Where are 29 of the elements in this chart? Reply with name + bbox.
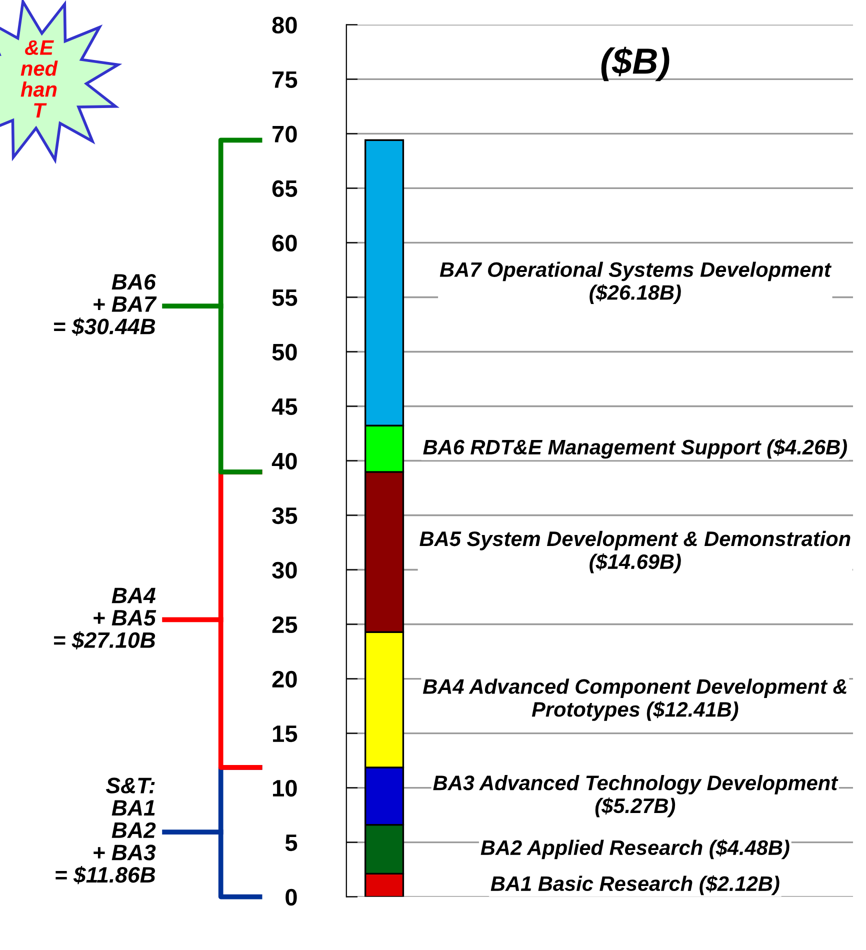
text: BA1 Basic Research ($2.12B) [490, 875, 780, 896]
series-label: BA6 RDT&E Management Support ($4.26B) [423, 438, 847, 459]
y-tick-label: 25 [272, 616, 298, 634]
y-tick-label: 55 [272, 290, 298, 306]
series-label: BA3 Advanced Technology Development ($5.27B) [433, 774, 838, 818]
y-tick-label: 20 [272, 670, 297, 688]
text: &E ned han T [20, 40, 58, 118]
series-label: BA7 Operational Systems Development ($26.18B) [440, 262, 832, 304]
y-tick-label: 45 [272, 398, 298, 416]
y-tick-label: 75 [272, 72, 298, 88]
text: BA6 + BA7 = $30.44B [54, 274, 157, 336]
text: S&T: BA1 BA2 + BA3 = $11.86B [56, 778, 156, 884]
y-tick-label: 80 [272, 16, 297, 34]
y-tick-label: 70 [272, 126, 297, 142]
y-tick-label: 0 [286, 888, 297, 906]
text: BA2 Applied Research ($4.48B) [480, 839, 790, 860]
y-tick-label: 40 [272, 452, 297, 470]
series-label: BA5 System Development & Demonstration ($14.69B) [420, 530, 850, 574]
y-tick-label: 30 [272, 562, 297, 579]
text: BA4 + BA5 = $27.10B [54, 588, 156, 650]
y-tick-label: 65 [272, 180, 298, 198]
y-tick-label: 10 [273, 780, 297, 797]
text: ($B) [601, 46, 670, 82]
y-tick-label: 60 [272, 234, 297, 252]
y-tick-label: 5 [285, 834, 298, 852]
y-tick-label: 35 [272, 507, 298, 524]
y-tick-label: 15 [273, 726, 298, 742]
y-tick-label: 50 [272, 344, 297, 361]
series-label: BA4 Advanced Component Development & Prototypes ($12.41B) [422, 678, 846, 721]
